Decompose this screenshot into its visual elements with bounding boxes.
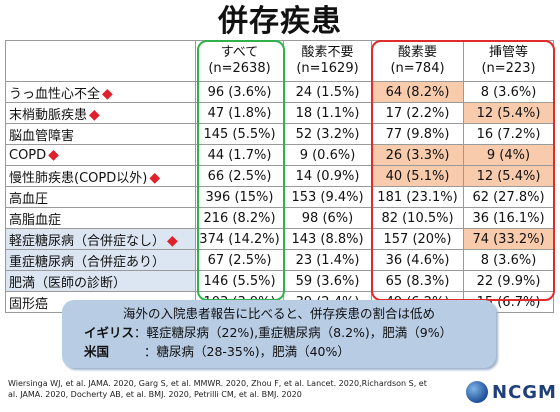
- cell: 181 (23.1%): [371, 186, 464, 208]
- callout-value-us: ：糖尿病（28-35%)，肥満（40%）: [144, 344, 350, 359]
- row-label: 重症糖尿病（合併症あり）: [5, 249, 196, 271]
- cell-highlight: 12 (5.4%): [463, 102, 554, 124]
- cell: 18 (1.1%): [283, 102, 372, 124]
- cell-highlight: 26 (3.3%): [371, 144, 464, 166]
- cell: 96 (3.6%): [195, 81, 284, 103]
- cell-highlight: 12 (5.4%): [463, 165, 554, 187]
- globe-icon: [466, 381, 488, 403]
- cell: 153 (9.4%): [283, 186, 372, 208]
- cell: 62 (27.8%): [463, 186, 554, 208]
- cell: 98 (6%): [283, 207, 372, 229]
- cell: 146 (5.5%): [195, 270, 284, 292]
- row-label: 軽症糖尿病（合併症なし） ◆: [5, 228, 196, 250]
- cell: 36 (16.1%): [463, 207, 554, 229]
- cell: 67 (2.5%): [195, 249, 284, 271]
- header-oxygen: 酸素要 (n=784): [371, 40, 464, 82]
- cell: 22 (9.9%): [463, 270, 554, 292]
- callout-key-uk: イギリス: [84, 325, 135, 340]
- callout-line-1: 海外の入院患者報告に比べると、併存疾患の割合は低め: [122, 306, 435, 321]
- cell: 374 (14.2%): [195, 228, 284, 250]
- cell: 8 (3.6%): [463, 249, 554, 271]
- header-no-oxygen: 酸素不要 (n=1629): [283, 40, 372, 82]
- row-label: 末梢動脈疾患 ◆: [5, 102, 196, 124]
- cell-highlight: 9 (4%): [463, 144, 554, 166]
- cell: 65 (8.3%): [371, 270, 464, 292]
- cell: 17 (2.2%): [371, 102, 464, 124]
- cell-highlight: 64 (8.2%): [371, 81, 464, 103]
- cell: 145 (5.5%): [195, 123, 284, 145]
- cell: 24 (1.5%): [283, 81, 372, 103]
- table-row: COPD ◆ 44 (1.7%) 9 (0.6%) 26 (3.3%) 9 (4%…: [5, 144, 554, 166]
- callout-line-uk: イギリス：軽症糖尿病（22%),重症糖尿病（8.2%)，肥満（9%）: [62, 323, 496, 342]
- diamond-marker-icon: ◆: [89, 106, 100, 123]
- diamond-marker-icon: ◆: [48, 147, 59, 163]
- cell: 66 (2.5%): [195, 165, 284, 187]
- cell: 216 (8.2%): [195, 207, 284, 229]
- row-label: COPD ◆: [5, 144, 196, 166]
- row-label: 高血圧: [5, 186, 196, 208]
- cell: 157 (20%): [371, 228, 464, 250]
- row-label: 慢性肺疾患(COPD以外) ◆: [5, 165, 196, 187]
- table-row: 高血圧 396 (15%) 153 (9.4%) 181 (23.1%) 62 …: [5, 186, 554, 208]
- cell-highlight: 74 (33.2%): [463, 228, 554, 250]
- row-label: うっ血性心不全 ◆: [5, 81, 196, 103]
- cell: 9 (0.6%): [283, 144, 372, 166]
- summary-callout: 海外の入院患者報告に比べると、併存疾患の割合は低め イギリス：軽症糖尿病（22%…: [62, 300, 496, 368]
- page-title: 併存疾患: [218, 4, 342, 39]
- header-empty: [5, 40, 196, 82]
- diamond-marker-icon: ◆: [149, 169, 161, 186]
- cell-highlight: 40 (5.1%): [371, 165, 464, 187]
- ncgm-logo: NCGM: [466, 380, 556, 406]
- header-row: すべて (n=2638) 酸素不要 (n=1629) 酸素要 (n=784) 挿管等(…: [5, 40, 554, 82]
- header-all: すべて (n=2638): [195, 40, 284, 82]
- cell: 23 (1.4%): [283, 249, 372, 271]
- table-row: 重症糖尿病（合併症あり） 67 (2.5%) 23 (1.4%) 36 (4.6…: [5, 249, 554, 271]
- table-row: 高脂血症 216 (8.2%) 98 (6%) 82 (10.5%) 36 (1…: [5, 207, 554, 229]
- cell: 59 (3.6%): [283, 270, 372, 292]
- table-row: 慢性肺疾患(COPD以外) ◆ 66 (2.5%) 14 (0.9%) 40 (5…: [5, 165, 554, 187]
- callout-value-uk: ：軽症糖尿病（22%),重症糖尿病（8.2%)，肥満（9%）: [134, 325, 453, 340]
- callout-key-us: 米国: [84, 344, 110, 359]
- table-row: 肥満（医師の診断） 146 (5.5%) 59 (3.6%) 65 (8.3%)…: [5, 270, 554, 292]
- cell: 52 (3.2%): [283, 123, 372, 145]
- table-row: 末梢動脈疾患 ◆ 47 (1.8%) 18 (1.1%) 17 (2.2%) 12…: [5, 102, 554, 124]
- table-row: 軽症糖尿病（合併症なし） ◆ 374 (14.2%) 143 (8.8%) 157…: [5, 228, 554, 250]
- cell: 143 (8.8%): [283, 228, 372, 250]
- table-row: 脳血管障害 145 (5.5%) 52 (3.2%) 77 (9.8%) 16 …: [5, 123, 554, 145]
- diamond-marker-icon: ◆: [102, 85, 113, 102]
- header-intubation: 挿管等 (n=223): [463, 40, 554, 82]
- row-label: 高脂血症: [5, 207, 196, 229]
- cell: 82 (10.5%): [371, 207, 464, 229]
- cell: 8 (3.6%): [463, 81, 554, 103]
- cell: 47 (1.8%): [195, 102, 284, 124]
- callout-line-us: 米国 ：糖尿病（28-35%)，肥満（40%）: [62, 342, 496, 361]
- logo-text: NCGM: [492, 382, 557, 403]
- references: Wiersinga WJ, et al. JAMA. 2020, Garg S,…: [8, 379, 427, 399]
- row-label: 肥満（医師の診断）: [5, 270, 196, 292]
- table-row: うっ血性心不全 ◆ 96 (3.6%) 24 (1.5%) 64 (8.2%) 8…: [5, 81, 554, 103]
- comorbidity-table: すべて (n=2638) 酸素不要 (n=1629) 酸素要 (n=784) 挿管等(…: [5, 40, 554, 313]
- cell: 44 (1.7%): [195, 144, 284, 166]
- cell: 396 (15%): [195, 186, 284, 208]
- cell: 14 (0.9%): [283, 165, 372, 187]
- cell: 77 (9.8%): [371, 123, 464, 145]
- row-label: 脳血管障害: [5, 123, 196, 145]
- diamond-marker-icon: ◆: [167, 232, 178, 249]
- cell: 16 (7.2%): [463, 123, 554, 145]
- cell: 36 (4.6%): [371, 249, 464, 271]
